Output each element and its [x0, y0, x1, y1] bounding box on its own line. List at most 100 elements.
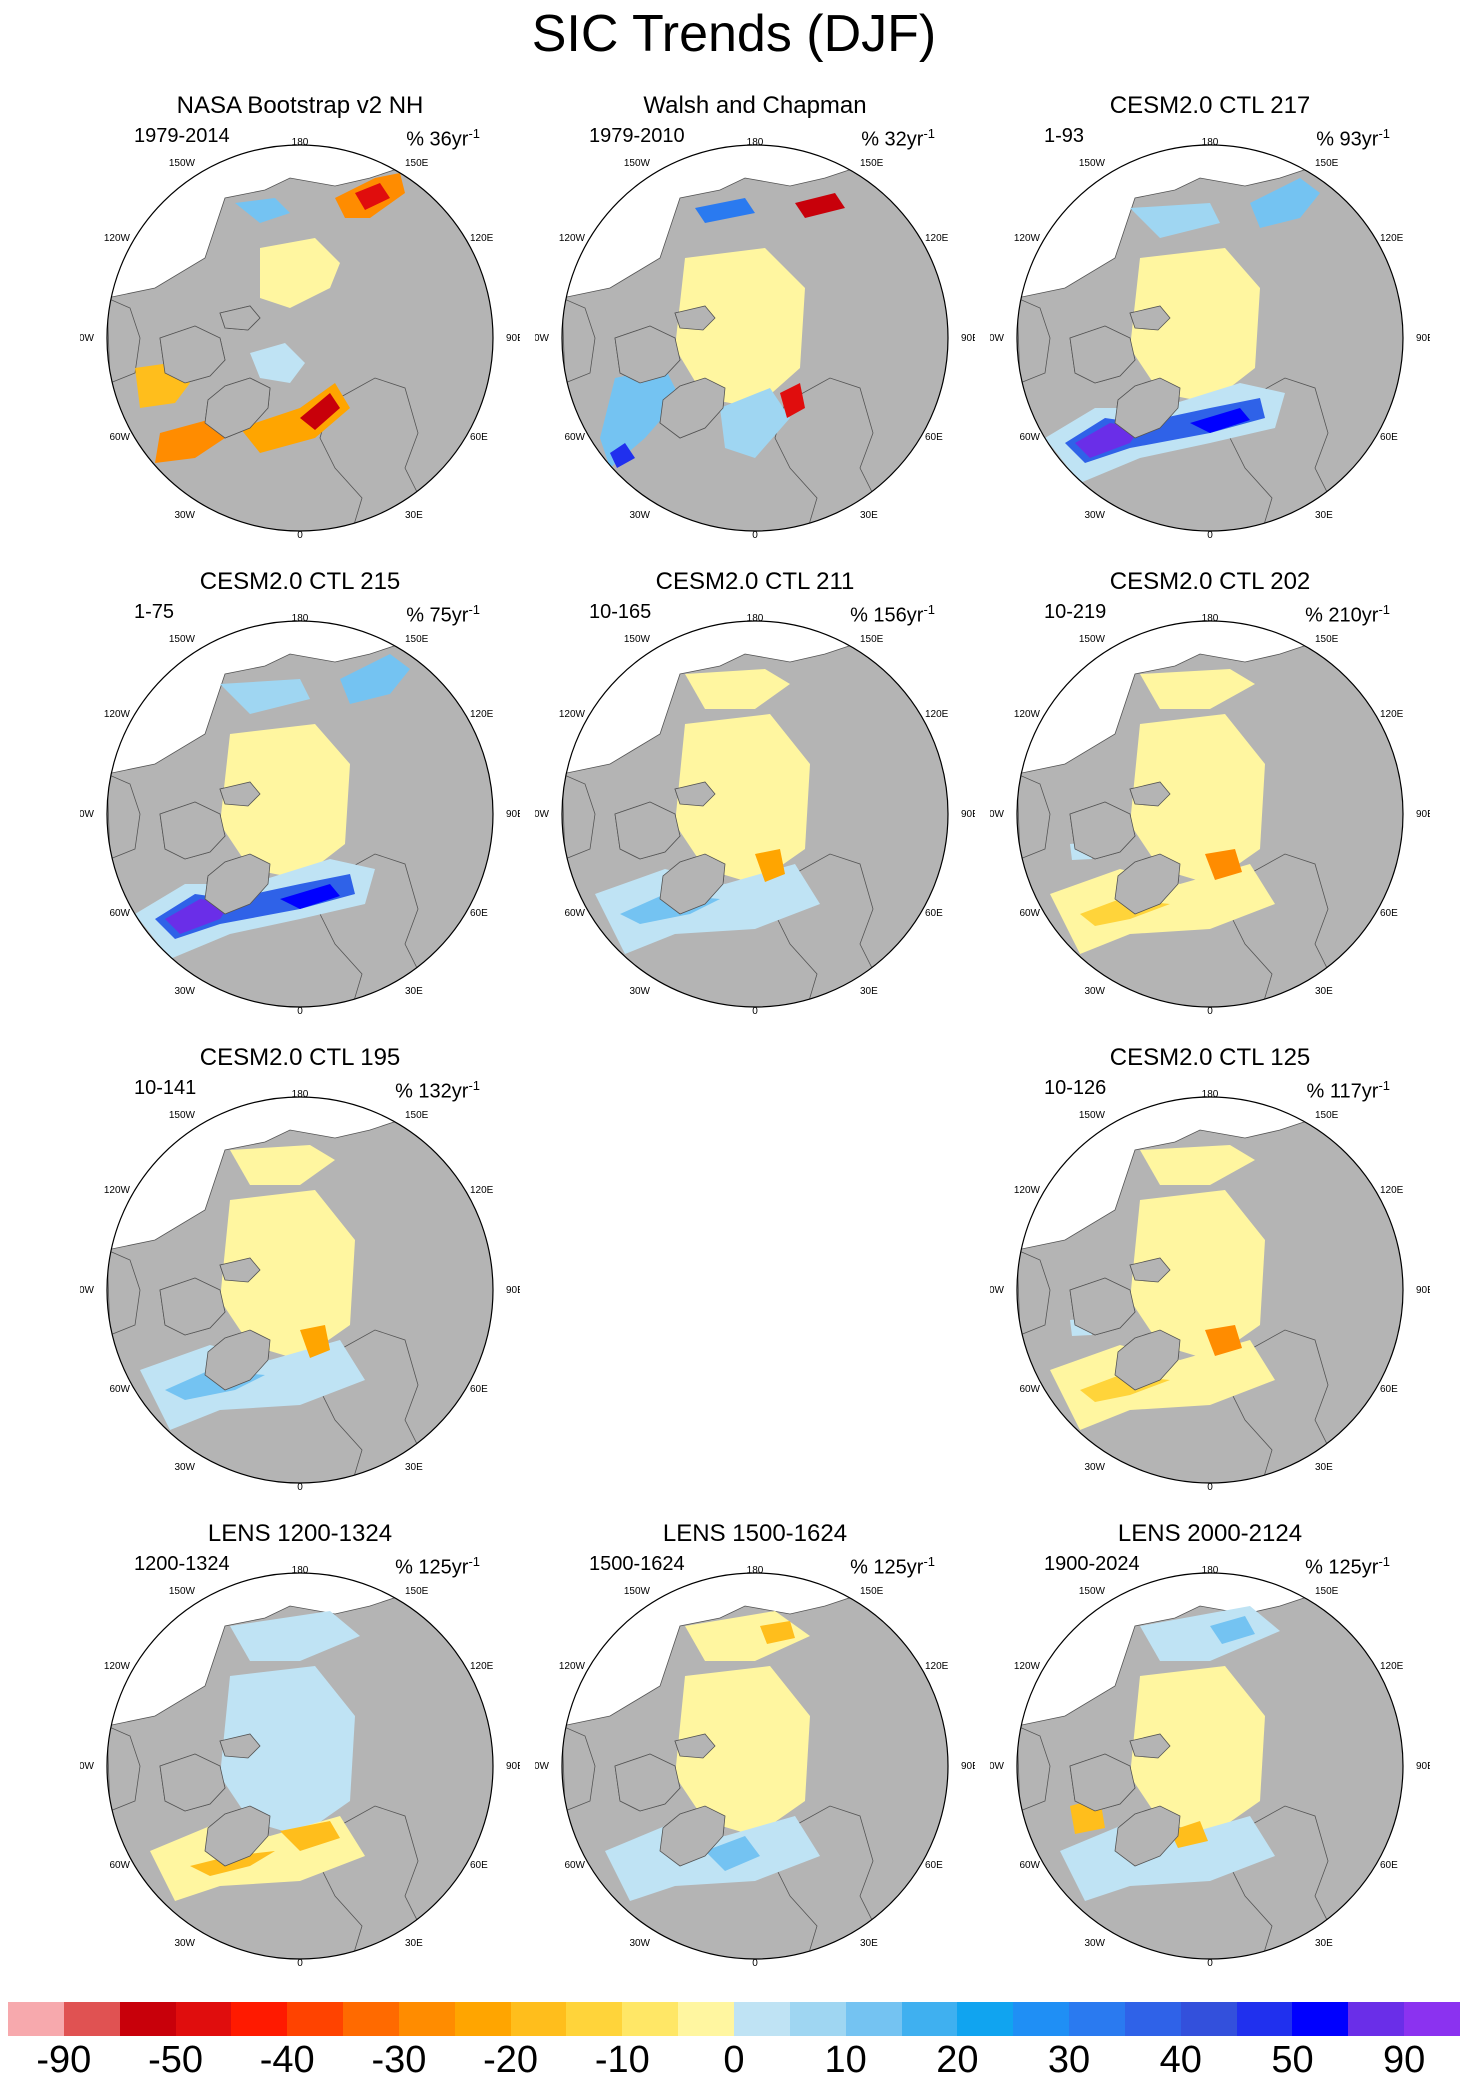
- panel-year-range: 1-75: [134, 601, 175, 623]
- colorbar-swatch: [1292, 2002, 1349, 2036]
- panel-units: % 117yr-1: [1306, 1078, 1390, 1103]
- map-grid-label: 30W: [174, 510, 195, 521]
- map-grid-label: 150E: [1315, 158, 1339, 169]
- colorbar-swatch: [1404, 2002, 1460, 2036]
- map-grid-label: 90E: [506, 1761, 520, 1772]
- polar-map: 180 0 90W 90E 150W 120W 60W 30W 150E 120E 60E 30E: [990, 613, 1430, 1017]
- map-grid-label: 120W: [559, 709, 586, 720]
- map-grid-label: 90W: [990, 1285, 1005, 1296]
- map-grid-label: 120E: [1380, 1661, 1404, 1672]
- colorbar-swatch: [1124, 2002, 1181, 2036]
- panel-units: % 210yr-1: [1305, 602, 1390, 627]
- map-grid-label: 150E: [1315, 1586, 1339, 1597]
- colorbar-swatch: [1236, 2002, 1293, 2036]
- map-grid-label: 120E: [925, 709, 949, 720]
- map-grid-label: 60E: [470, 1860, 488, 1871]
- map-grid-label: 150E: [405, 158, 429, 169]
- colorbar-tick-label: -30: [371, 2039, 427, 2081]
- map-grid-label: 180: [747, 1565, 764, 1576]
- panel-year-range: 10-126: [1044, 1077, 1107, 1099]
- map-grid-label: 30E: [1315, 1938, 1333, 1949]
- map-boundary: [561, 620, 949, 1008]
- colorbar-tick-label: -10: [594, 2039, 650, 2081]
- colorbar-swatch: [454, 2002, 511, 2036]
- map-grid-label: 180: [292, 1089, 309, 1100]
- panel-title: LENS 1500-1624: [662, 1520, 848, 1547]
- map-panel: LENS 1500-1624 1500-1624 % 125yr-1 180 0 90W…: [535, 1520, 975, 1990]
- map-grid-label: 0: [1207, 530, 1213, 541]
- map-grid-label: 150E: [1315, 634, 1339, 645]
- map-grid-label: 120E: [470, 1185, 494, 1196]
- map-grid-label: 30W: [629, 986, 650, 997]
- map-grid-label: 90W: [535, 333, 550, 344]
- map-grid-label: 90W: [535, 809, 550, 820]
- map-panel: CESM2.0 CTL 215 1-75 % 75yr-1 180 0 90W 90E 15…: [80, 568, 520, 1038]
- map-grid-label: 90W: [80, 333, 95, 344]
- colorbar-swatch: [287, 2002, 344, 2036]
- panel-title: CESM2.0 CTL 217: [1109, 92, 1311, 119]
- map-grid-label: 90W: [990, 809, 1005, 820]
- panel-year-range: 1200-1324: [134, 1553, 230, 1575]
- map-grid-label: 0: [297, 1006, 303, 1017]
- sic-trend-field: [1060, 1606, 1280, 1901]
- map-grid-label: 150E: [405, 1586, 429, 1597]
- map-grid-label: 150E: [405, 1110, 429, 1121]
- map-grid-label: 150E: [1315, 1110, 1339, 1121]
- polar-map: 180 0 90W 90E 150W 120W 60W 30W 150E 120E 60E 30E: [80, 137, 520, 541]
- map-grid-label: 120W: [1014, 1185, 1041, 1196]
- map-grid-label: 30W: [1084, 1462, 1105, 1473]
- colorbar-swatch: [957, 2002, 1014, 2036]
- panel-units: % 125yr-1: [1305, 1554, 1390, 1579]
- map-grid-label: 150W: [1079, 634, 1106, 645]
- colorbar-tick-label: 90: [1383, 2039, 1426, 2081]
- panel-year-range: 1979-2014: [134, 125, 230, 147]
- colorbar-swatch: [622, 2002, 679, 2036]
- panel-units: % 125yr-1: [850, 1554, 935, 1579]
- map-grid-label: 30E: [1315, 1462, 1333, 1473]
- map-grid-label: 120W: [1014, 709, 1041, 720]
- map-grid-label: 30E: [860, 1938, 878, 1949]
- map-grid-label: 150E: [405, 634, 429, 645]
- colorbar-tick-label: 30: [1047, 2039, 1091, 2081]
- sic-trend-field: [150, 1611, 365, 1901]
- map-grid-label: 30E: [405, 1462, 423, 1473]
- map-boundary: [106, 620, 494, 1008]
- polar-map: 180 0 90W 90E 150W 120W 60W 30W 150E 120E 60E 30E: [990, 137, 1430, 541]
- map-grid-label: 90E: [506, 1285, 520, 1296]
- map-grid-label: 90E: [1416, 809, 1430, 820]
- map-grid-label: 60W: [1019, 1384, 1040, 1395]
- map-grid-label: 90E: [1416, 333, 1430, 344]
- map-grid-label: 30W: [629, 1938, 650, 1949]
- map-grid-label: 30W: [629, 510, 650, 521]
- map-grid-label: 120E: [925, 233, 949, 244]
- map-grid-label: 60E: [1380, 432, 1398, 443]
- colorbar-swatch: [63, 2002, 120, 2036]
- colorbar: [8, 2002, 1460, 2036]
- panel-units: % 156yr-1: [850, 602, 935, 627]
- map-boundary: [1016, 620, 1404, 1008]
- map-grid-label: 30E: [405, 510, 423, 521]
- panel-units: % 32yr-1: [861, 126, 935, 151]
- map-grid-label: 180: [1202, 1089, 1219, 1100]
- figure-title: SIC Trends (DJF): [531, 5, 937, 63]
- panel-title: LENS 1200-1324: [207, 1520, 393, 1547]
- colorbar-swatch: [566, 2002, 623, 2036]
- colorbar-tick-label: 0: [723, 2039, 745, 2081]
- map-grid-label: 120E: [470, 233, 494, 244]
- map-grid-label: 120E: [925, 1661, 949, 1672]
- map-grid-label: 120W: [559, 1661, 586, 1672]
- map-grid-label: 180: [1202, 1565, 1219, 1576]
- map-grid-label: 60W: [109, 1384, 130, 1395]
- map-grid-label: 90E: [506, 809, 520, 820]
- colorbar-swatch: [845, 2002, 902, 2036]
- polar-map: 180 0 90W 90E 150W 120W 60W 30W 150E 120E 60E 30E: [990, 1565, 1430, 1969]
- panel-title: CESM2.0 CTL 202: [1109, 568, 1311, 595]
- map-grid-label: 30W: [1084, 510, 1105, 521]
- sic-trend-field: [1045, 178, 1320, 483]
- map-grid-label: 60W: [109, 908, 130, 919]
- map-grid-label: 120W: [104, 709, 131, 720]
- colorbar-swatch: [510, 2002, 567, 2036]
- panel-year-range: 1979-2010: [589, 125, 685, 147]
